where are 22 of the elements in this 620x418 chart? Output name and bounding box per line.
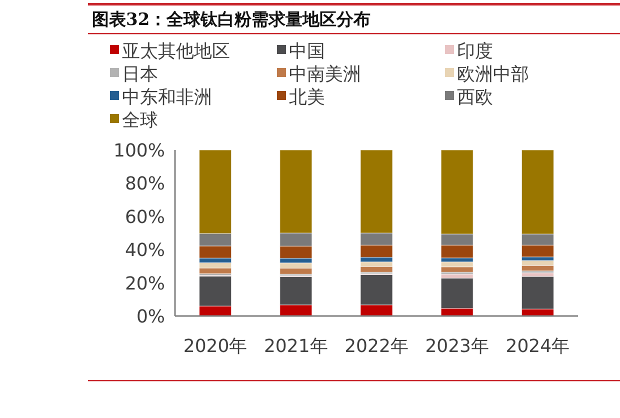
- legend-label: 印度: [457, 41, 493, 62]
- chart-title: 图表32：全球钛白粉需求量地区分布: [92, 10, 371, 30]
- y-tick-label: 40%: [124, 240, 165, 262]
- y-tick-label: 20%: [124, 273, 165, 294]
- y-tick-label: 60%: [124, 206, 165, 228]
- legend-label: 中东和非洲: [122, 87, 212, 108]
- y-tick-label: 100%: [114, 140, 165, 162]
- legend-label: 中国: [289, 41, 325, 62]
- y-tick-label: 0%: [136, 306, 165, 328]
- y-tick-label: 80%: [124, 174, 165, 195]
- x-tick-label: 2022年: [344, 336, 408, 357]
- x-tick-label: 2023年: [425, 336, 490, 357]
- legend-label: 中南美洲: [289, 64, 361, 85]
- legend-label: 全球: [122, 110, 158, 131]
- legend-label: 西欧: [457, 87, 493, 108]
- legend-label: 北美: [289, 87, 325, 108]
- legend-label: 日本: [122, 64, 158, 85]
- x-tick-label: 2024年: [506, 336, 570, 357]
- x-tick-label: 2021年: [264, 336, 328, 357]
- legend-label: 亚太其他地区: [122, 41, 230, 62]
- legend-label: 欧洲中部: [457, 64, 529, 85]
- x-tick-label: 2020年: [183, 336, 248, 357]
